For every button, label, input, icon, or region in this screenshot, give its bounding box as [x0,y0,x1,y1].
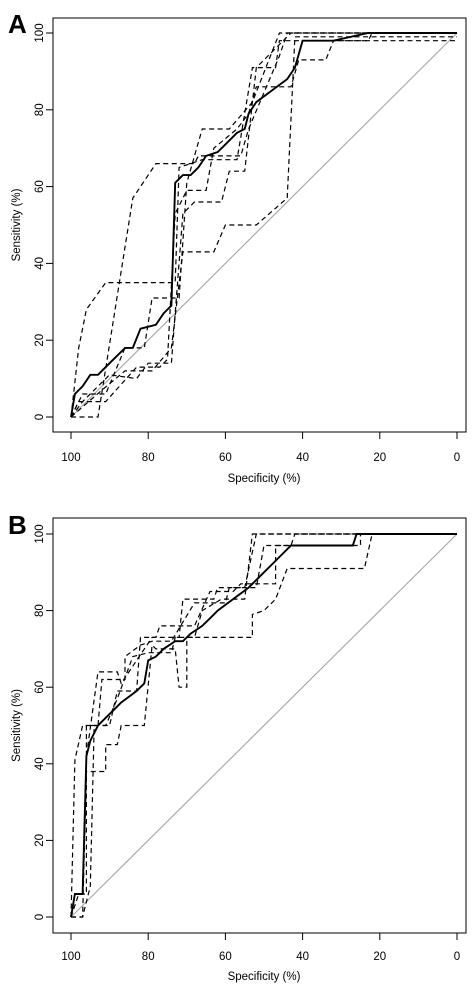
roc-curve-dashed [71,533,457,918]
reference-diagonal-line [70,533,458,918]
x-axis-title: Specificity (%) [228,971,301,983]
plot-frame [52,517,467,934]
panel-label: A [8,9,27,39]
roc-panel-a: A 100 80 60 40 20 0 0 20 40 60 80 100 Specificity (%)… [8,9,467,485]
x-tick-label: 20 [373,452,386,464]
roc-curve-dashed [70,36,457,418]
x-tick-label: 80 [142,452,155,464]
x-tick-label: 40 [296,951,309,963]
panel-label: B [8,510,27,540]
x-tick-label: 20 [373,951,386,963]
y-tick-label: 40 [34,757,46,770]
x-tick-label: 60 [219,951,232,963]
x-tick-label: 0 [454,951,460,963]
roc-curve-solid [70,533,457,918]
y-tick-label: 60 [34,681,46,694]
x-axis-title: Specificity (%) [228,473,301,485]
plot-frame [52,17,467,433]
y-tick-label: 60 [34,180,46,193]
roc-curve-dashed [71,32,457,418]
x-tick-label: 80 [142,951,155,963]
y-tick-label: 0 [34,414,46,420]
x-tick-label: 60 [219,452,232,464]
reference-diagonal-line [70,32,458,418]
y-axis-title: Sensitivity (%) [11,188,23,261]
roc-curve-solid [70,32,457,418]
y-tick-label: 80 [34,604,46,617]
x-tick-label: 100 [61,951,80,963]
y-tick-label: 40 [34,257,46,270]
x-tick-label: 40 [296,452,309,464]
y-tick-label: 100 [34,524,46,543]
y-axis-title: Sensitivity (%) [11,689,23,762]
x-tick-label: 0 [454,452,460,464]
roc-panel-b: B 100 80 60 40 20 0 0 20 40 60 80 100 Specificity (%)… [8,510,467,983]
y-tick-label: 0 [34,914,46,920]
y-tick-label: 20 [34,834,46,847]
x-tick-label: 100 [61,452,80,464]
y-tick-label: 100 [34,23,46,42]
roc-curve-dashed [71,533,457,918]
roc-curve-dashed [70,40,457,418]
y-tick-label: 80 [34,103,46,116]
roc-curve-dashed [70,32,457,418]
y-tick-label: 20 [34,334,46,347]
